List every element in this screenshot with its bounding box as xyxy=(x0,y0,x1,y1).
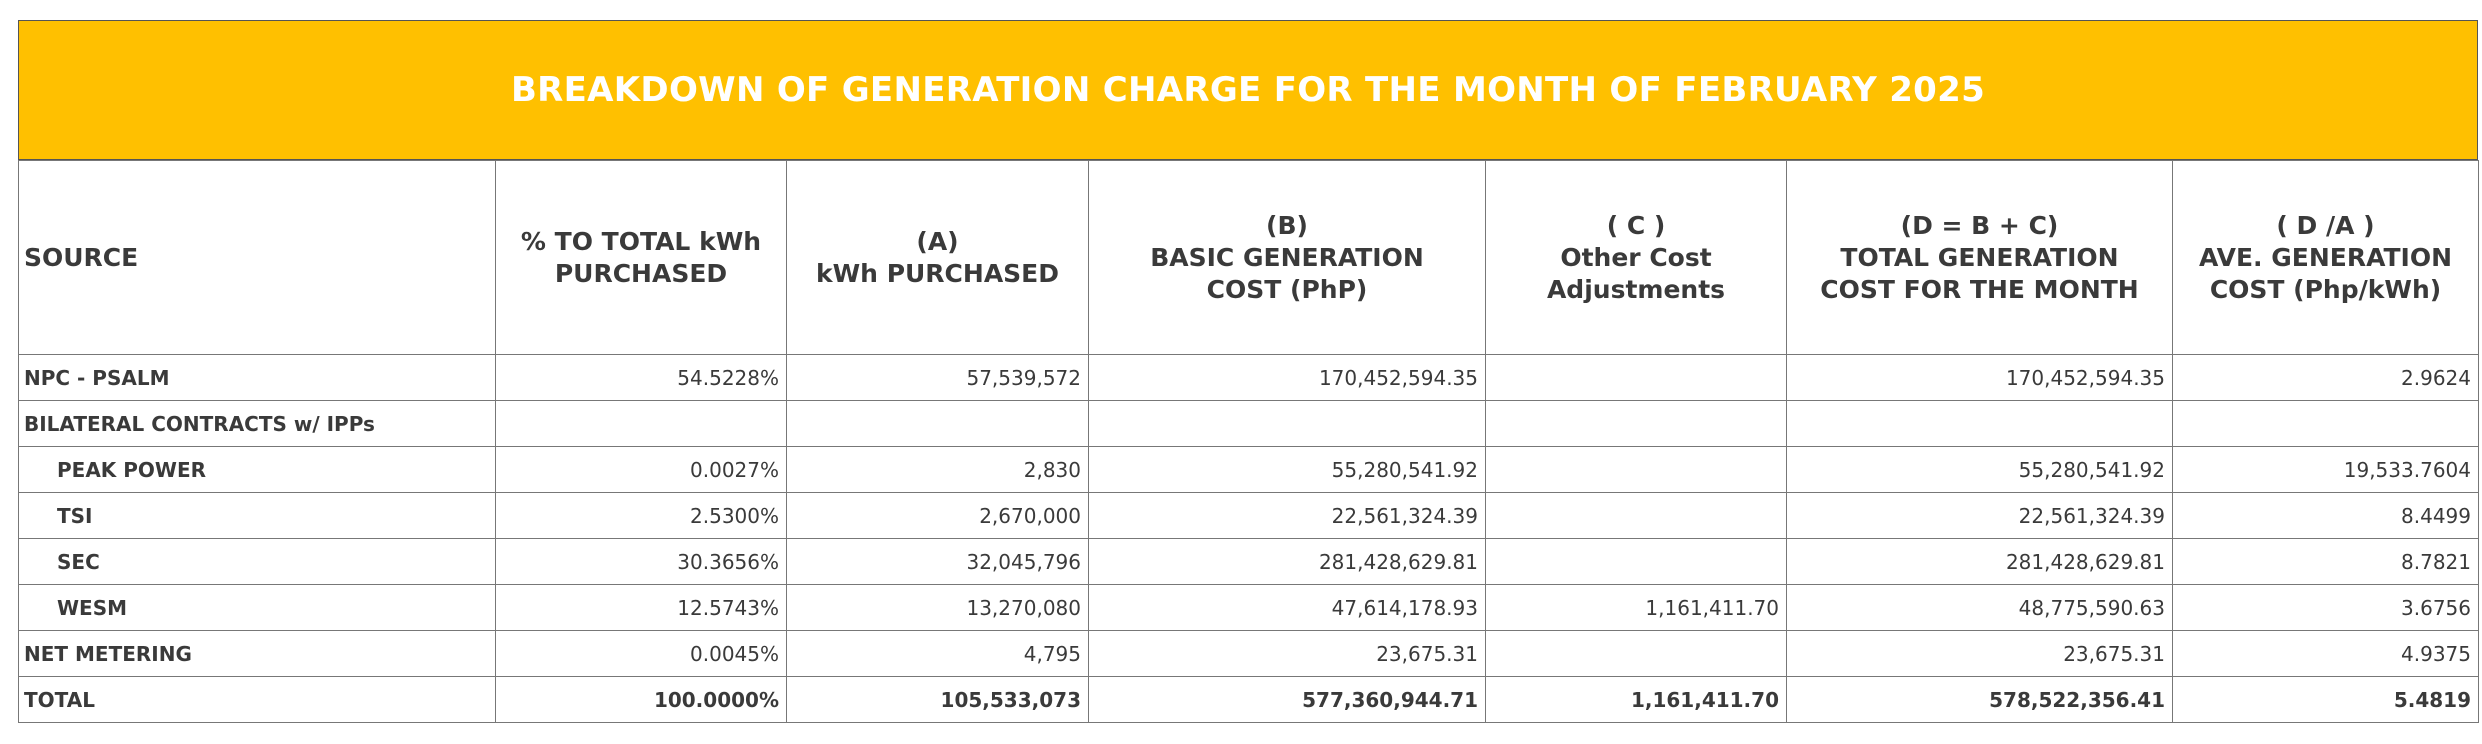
header-other-line: Adjustments xyxy=(1546,274,1726,304)
generation-charge-table: SOURCE % TO TOTAL kWh PURCHASED (A) kWh … xyxy=(18,160,2479,723)
ave-cost-cell: 8.4499 xyxy=(2172,492,2479,539)
basic-cost-cell: 170,452,594.35 xyxy=(1088,354,1486,401)
total-cost-cell: 55,280,541.92 xyxy=(1786,446,2173,493)
total-cost-cell: 170,452,594.35 xyxy=(1786,354,2173,401)
table-row: NET METERING 0.0045% 4,795 23,675.31 23,… xyxy=(18,630,2479,677)
table-row: PEAK POWER 0.0027% 2,830 55,280,541.92 5… xyxy=(18,446,2479,493)
kwh-cell: 2,830 xyxy=(786,446,1089,493)
source-cell: WESM xyxy=(18,584,496,631)
other-cost-cell: 1,161,411.70 xyxy=(1485,584,1787,631)
table-row: BILATERAL CONTRACTS w/ IPPs xyxy=(18,400,2479,447)
kwh-cell: 32,045,796 xyxy=(786,538,1089,585)
table-row: WESM 12.5743% 13,270,080 47,614,178.93 1… xyxy=(18,584,2479,631)
basic-cost-cell: 577,360,944.71 xyxy=(1088,676,1486,723)
header-ave-line: ( D /A ) xyxy=(2276,210,2375,240)
generation-charge-sheet: BREAKDOWN OF GENERATION CHARGE FOR THE M… xyxy=(18,20,2479,723)
ave-cost-cell xyxy=(2172,400,2479,447)
header-basic-line: COST (PhP) xyxy=(1206,274,1368,304)
header-other-line: Other Cost xyxy=(1560,242,1712,272)
basic-cost-cell: 22,561,324.39 xyxy=(1088,492,1486,539)
ave-cost-cell: 3.6756 xyxy=(2172,584,2479,631)
title-banner: BREAKDOWN OF GENERATION CHARGE FOR THE M… xyxy=(18,20,2478,160)
basic-cost-cell: 281,428,629.81 xyxy=(1088,538,1486,585)
basic-cost-cell: 23,675.31 xyxy=(1088,630,1486,677)
total-cost-cell: 23,675.31 xyxy=(1786,630,2173,677)
total-cost-cell: 578,522,356.41 xyxy=(1786,676,2173,723)
header-kwh-line: (A) xyxy=(916,226,959,256)
source-cell: PEAK POWER xyxy=(18,446,496,493)
header-basic-line: (B) xyxy=(1266,210,1308,240)
total-cost-cell: 22,561,324.39 xyxy=(1786,492,2173,539)
ave-cost-cell: 8.7821 xyxy=(2172,538,2479,585)
sheet-title: BREAKDOWN OF GENERATION CHARGE FOR THE M… xyxy=(510,70,1986,110)
other-cost-cell xyxy=(1485,446,1787,493)
header-ave-line: AVE. GENERATION xyxy=(2198,242,2453,272)
total-cost-cell xyxy=(1786,400,2173,447)
other-cost-cell: 1,161,411.70 xyxy=(1485,676,1787,723)
ave-cost-cell: 5.4819 xyxy=(2172,676,2479,723)
header-pct-line: PURCHASED xyxy=(554,258,728,288)
kwh-cell: 4,795 xyxy=(786,630,1089,677)
header-ave-line: COST (Php/kWh) xyxy=(2209,274,2442,304)
source-cell: BILATERAL CONTRACTS w/ IPPs xyxy=(18,400,496,447)
basic-cost-cell: 47,614,178.93 xyxy=(1088,584,1486,631)
other-cost-cell xyxy=(1485,538,1787,585)
header-basic-line: BASIC GENERATION xyxy=(1150,242,1424,272)
header-total-cost: (D = B + C) TOTAL GENERATION COST FOR TH… xyxy=(1786,160,2173,355)
ave-cost-cell: 2.9624 xyxy=(2172,354,2479,401)
other-cost-cell xyxy=(1485,630,1787,677)
table-row: NPC - PSALM 54.5228% 57,539,572 170,452,… xyxy=(18,354,2479,401)
ave-cost-cell: 19,533.7604 xyxy=(2172,446,2479,493)
header-basic-cost: (B) BASIC GENERATION COST (PhP) xyxy=(1088,160,1486,355)
kwh-cell: 13,270,080 xyxy=(786,584,1089,631)
source-cell: TOTAL xyxy=(18,676,496,723)
other-cost-cell xyxy=(1485,492,1787,539)
header-other-cost: ( C ) Other Cost Adjustments xyxy=(1485,160,1787,355)
header-row: SOURCE % TO TOTAL kWh PURCHASED (A) kWh … xyxy=(18,160,2479,355)
total-cost-cell: 48,775,590.63 xyxy=(1786,584,2173,631)
pct-cell: 30.3656% xyxy=(495,538,787,585)
source-cell: NPC - PSALM xyxy=(18,354,496,401)
table-row: SEC 30.3656% 32,045,796 281,428,629.81 2… xyxy=(18,538,2479,585)
header-pct-line: % TO TOTAL kWh xyxy=(520,226,762,256)
header-kwh-line: kWh PURCHASED xyxy=(815,258,1060,288)
pct-cell: 2.5300% xyxy=(495,492,787,539)
kwh-cell: 2,670,000 xyxy=(786,492,1089,539)
header-total-line: COST FOR THE MONTH xyxy=(1820,274,2139,304)
basic-cost-cell xyxy=(1088,400,1486,447)
pct-cell: 54.5228% xyxy=(495,354,787,401)
other-cost-cell xyxy=(1485,400,1787,447)
header-other-line: ( C ) xyxy=(1606,210,1666,240)
header-source: SOURCE xyxy=(18,160,496,355)
pct-cell xyxy=(495,400,787,447)
kwh-cell xyxy=(786,400,1089,447)
pct-cell: 100.0000% xyxy=(495,676,787,723)
header-total-line: TOTAL GENERATION xyxy=(1840,242,2119,272)
kwh-cell: 105,533,073 xyxy=(786,676,1089,723)
ave-cost-cell: 4.9375 xyxy=(2172,630,2479,677)
basic-cost-cell: 55,280,541.92 xyxy=(1088,446,1486,493)
pct-cell: 12.5743% xyxy=(495,584,787,631)
other-cost-cell xyxy=(1485,354,1787,401)
source-cell: NET METERING xyxy=(18,630,496,677)
header-ave-cost: ( D /A ) AVE. GENERATION COST (Php/kWh) xyxy=(2172,160,2479,355)
header-kwh: (A) kWh PURCHASED xyxy=(786,160,1089,355)
total-row: TOTAL 100.0000% 105,533,073 577,360,944.… xyxy=(18,676,2479,723)
kwh-cell: 57,539,572 xyxy=(786,354,1089,401)
source-cell: SEC xyxy=(18,538,496,585)
source-cell: TSI xyxy=(18,492,496,539)
header-pct: % TO TOTAL kWh PURCHASED xyxy=(495,160,787,355)
table-row: TSI 2.5300% 2,670,000 22,561,324.39 22,5… xyxy=(18,492,2479,539)
total-cost-cell: 281,428,629.81 xyxy=(1786,538,2173,585)
pct-cell: 0.0045% xyxy=(495,630,787,677)
pct-cell: 0.0027% xyxy=(495,446,787,493)
header-total-line: (D = B + C) xyxy=(1900,210,2059,240)
